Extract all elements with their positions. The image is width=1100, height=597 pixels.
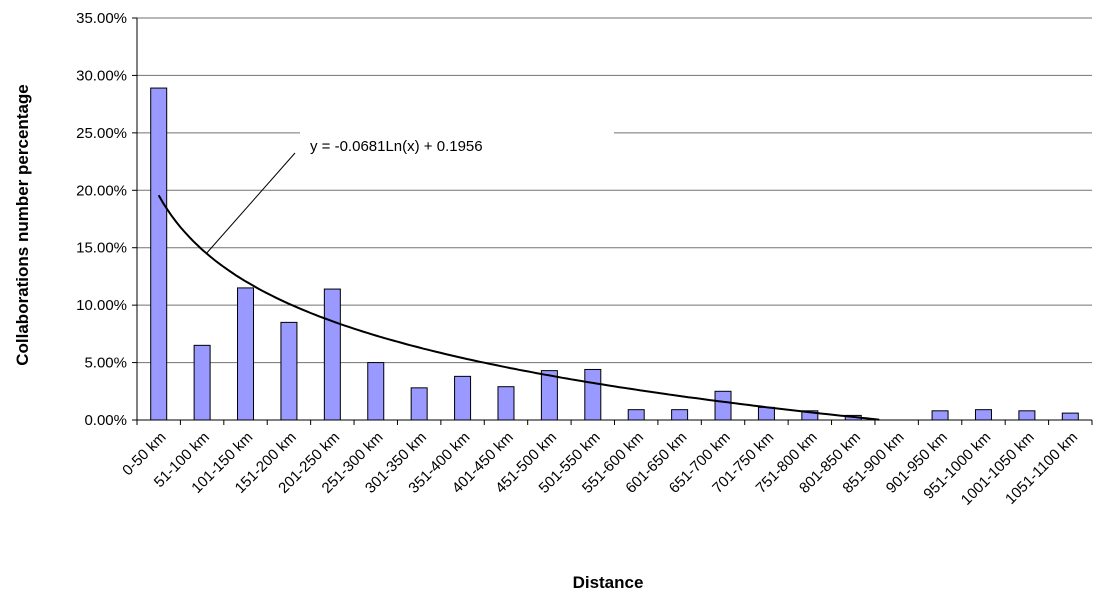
bar bbox=[1018, 410, 1036, 421]
y-axis-title: Collaborations number percentage bbox=[13, 84, 32, 366]
bar bbox=[150, 87, 168, 421]
bar bbox=[714, 390, 732, 421]
bar bbox=[237, 287, 255, 421]
y-tick-labels: 0.00% 5.00% 10.00% 15.00% 20.00% 25.00% 30.00%… bbox=[76, 10, 127, 429]
gridlines bbox=[137, 17, 1092, 364]
bar bbox=[671, 409, 689, 421]
y-tick-label: 10.00% bbox=[76, 297, 127, 314]
bar bbox=[497, 386, 515, 421]
y-tick-label: 20.00% bbox=[76, 182, 127, 199]
bar bbox=[757, 406, 775, 421]
trendline-layer bbox=[157, 194, 880, 421]
y-tick-label: 30.00% bbox=[76, 67, 127, 84]
bar bbox=[931, 410, 949, 421]
x-axis-title: Distance bbox=[573, 573, 644, 592]
y-tick-label: 5.00% bbox=[84, 355, 127, 372]
bar bbox=[1061, 412, 1079, 421]
trendline-equation: y = -0.0681Ln(x) + 0.1956 bbox=[310, 138, 483, 155]
axes bbox=[132, 17, 1093, 425]
y-tick-label: 25.00% bbox=[76, 125, 127, 142]
bar bbox=[323, 288, 341, 421]
bar bbox=[454, 375, 472, 421]
bar bbox=[280, 321, 298, 421]
y-tick-label: 15.00% bbox=[76, 240, 127, 257]
annotation-leader-line bbox=[206, 152, 296, 254]
bar bbox=[540, 370, 558, 421]
bar bbox=[584, 368, 602, 421]
bar-series bbox=[150, 87, 1079, 421]
bar bbox=[367, 362, 385, 421]
bar bbox=[627, 409, 645, 421]
y-tick-label: 35.00% bbox=[76, 10, 127, 27]
bar bbox=[193, 344, 211, 421]
trendline-annotation: y = -0.0681Ln(x) + 0.1956 bbox=[206, 138, 483, 254]
bar bbox=[974, 409, 992, 421]
trendline bbox=[157, 194, 880, 421]
bar bbox=[410, 387, 428, 421]
y-tick-label: 0.00% bbox=[84, 412, 127, 429]
